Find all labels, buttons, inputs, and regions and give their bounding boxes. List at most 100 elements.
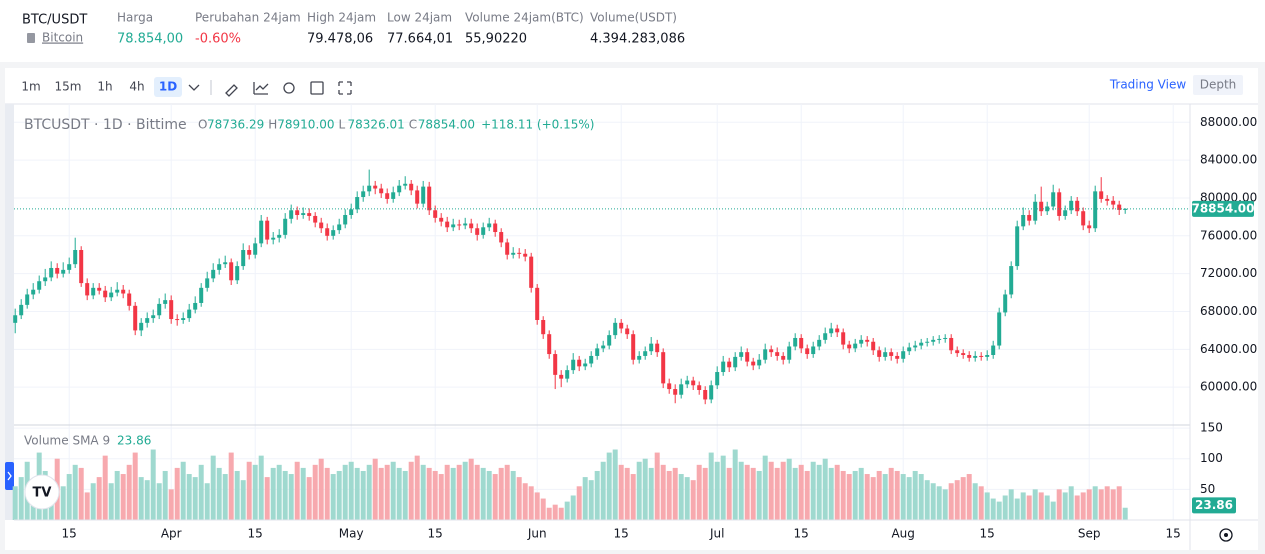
candle-body bbox=[169, 300, 174, 320]
volume-bar bbox=[18, 477, 24, 520]
candle-body bbox=[601, 345, 606, 349]
candle-body bbox=[991, 345, 996, 355]
volume-bar bbox=[654, 452, 660, 520]
volume-bar bbox=[582, 477, 588, 520]
volume-bar bbox=[222, 474, 228, 520]
candle-body bbox=[895, 355, 900, 359]
volume-bar bbox=[432, 470, 438, 520]
legend-key: L bbox=[339, 118, 346, 132]
volume-label: Volume SMA 9 bbox=[24, 434, 110, 448]
volume-bar bbox=[168, 489, 174, 520]
volume-bar bbox=[642, 458, 648, 520]
x-tick-label: 15 bbox=[614, 527, 629, 541]
indicator-tool[interactable] bbox=[253, 82, 269, 95]
candle-body bbox=[493, 223, 498, 233]
candle-body bbox=[535, 287, 540, 320]
candle-body bbox=[823, 333, 828, 340]
candle-body bbox=[709, 385, 714, 400]
interval-button[interactable]: 15m bbox=[55, 80, 82, 94]
candle-body bbox=[1093, 191, 1098, 229]
x-tick-label: 15 bbox=[794, 527, 809, 541]
candle-body bbox=[691, 380, 696, 386]
plot bbox=[12, 104, 1190, 520]
candle-body bbox=[1039, 201, 1044, 212]
candle-body bbox=[415, 190, 420, 204]
volume-bar bbox=[876, 470, 882, 520]
stats: Harga 78.854,00 Perubahan 24jam -0.60% High … bbox=[117, 11, 685, 47]
y-tick-label: 64000.00 bbox=[1200, 342, 1257, 356]
volume-bar bbox=[888, 467, 894, 520]
volume-bar bbox=[1038, 492, 1044, 520]
candle-body bbox=[175, 319, 180, 321]
candle-body bbox=[163, 300, 168, 304]
candle-body bbox=[235, 266, 240, 281]
axis-settings[interactable] bbox=[1219, 528, 1233, 542]
interval-menu[interactable] bbox=[188, 84, 200, 91]
settings-tool[interactable] bbox=[283, 82, 295, 94]
view-button[interactable]: Trading View bbox=[1109, 78, 1187, 92]
volume-bar bbox=[384, 464, 390, 520]
volume-bar bbox=[714, 461, 720, 520]
volume-bar bbox=[954, 480, 960, 520]
coin-link[interactable]: Bitcoin bbox=[42, 31, 83, 45]
view-button[interactable]: Depth bbox=[1200, 78, 1237, 92]
legend-value: 78854.00 bbox=[418, 118, 475, 132]
candle-body bbox=[457, 224, 462, 226]
candle-body bbox=[775, 352, 780, 356]
volume-bar bbox=[426, 467, 432, 520]
interval-button[interactable]: 1D bbox=[159, 80, 177, 94]
volume-bar bbox=[354, 467, 360, 520]
interval-button[interactable]: 4h bbox=[129, 80, 144, 94]
candle-body bbox=[427, 186, 432, 211]
candle-body bbox=[781, 355, 786, 360]
volume-bar bbox=[1098, 489, 1104, 520]
candle-body bbox=[529, 256, 534, 288]
candle-body bbox=[841, 332, 846, 345]
candle-body bbox=[379, 188, 384, 194]
candle-body bbox=[853, 343, 858, 349]
candle-body bbox=[679, 384, 684, 395]
candle-body bbox=[241, 250, 246, 267]
candle-body bbox=[745, 352, 750, 362]
volume-bar bbox=[102, 455, 108, 520]
draw-tool[interactable] bbox=[225, 84, 238, 97]
stat-label: Perubahan 24jam bbox=[195, 11, 301, 25]
candle-body bbox=[715, 372, 720, 386]
volume-bar bbox=[612, 449, 618, 520]
side-toggle[interactable] bbox=[5, 462, 14, 490]
candle-body bbox=[973, 355, 978, 358]
stat-value: 79.478,06 bbox=[307, 32, 373, 47]
volume-bar bbox=[1020, 492, 1026, 520]
candle-body bbox=[337, 224, 342, 231]
candle-body bbox=[697, 385, 702, 390]
volume-sma: 23.86 bbox=[117, 434, 151, 448]
volume-bar bbox=[1086, 489, 1092, 520]
candle-body bbox=[199, 287, 204, 303]
tv-logo[interactable] bbox=[24, 474, 60, 510]
candle-body bbox=[949, 337, 954, 351]
interval-button[interactable]: 1m bbox=[21, 80, 40, 94]
side-strip bbox=[5, 104, 14, 520]
candle-body bbox=[1081, 211, 1086, 226]
last-price-tag bbox=[1192, 200, 1254, 217]
candle-body bbox=[127, 293, 132, 306]
volume-bar bbox=[12, 486, 18, 520]
volume-bar bbox=[1116, 486, 1122, 520]
interval-button[interactable]: 1h bbox=[97, 80, 112, 94]
candle-body bbox=[487, 223, 492, 228]
volume-bar bbox=[420, 464, 426, 520]
tv-logo-mark: TV bbox=[33, 486, 52, 501]
volume-bar bbox=[636, 461, 642, 520]
candle-body bbox=[97, 287, 102, 291]
volume-bar bbox=[228, 452, 234, 520]
volume-bar bbox=[618, 464, 624, 520]
candle-body bbox=[667, 383, 672, 390]
fullscreen-tool[interactable] bbox=[338, 81, 352, 95]
volume-bar bbox=[924, 480, 930, 520]
volume-bar bbox=[900, 474, 906, 520]
save-tool[interactable] bbox=[310, 81, 324, 95]
volume-bar bbox=[456, 464, 462, 520]
volume-bar bbox=[630, 474, 636, 520]
volume-bar bbox=[576, 486, 582, 520]
